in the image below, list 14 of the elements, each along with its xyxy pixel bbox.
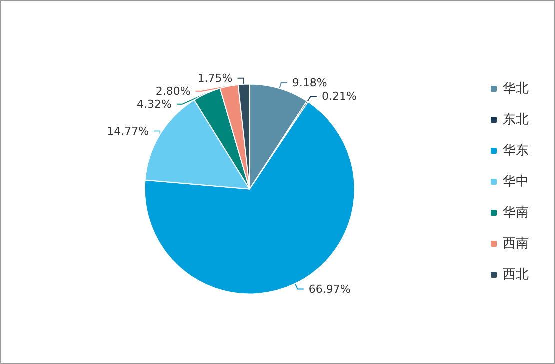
legend-label: 西北 bbox=[503, 268, 529, 282]
legend-label: 东北 bbox=[503, 112, 529, 128]
data-label: 66.97% bbox=[308, 282, 351, 296]
legend-label: 西南 bbox=[503, 236, 529, 252]
data-label: 9.18% bbox=[292, 76, 328, 90]
data-label: 0.21% bbox=[322, 90, 357, 104]
data-label: 2.80% bbox=[156, 84, 191, 98]
data-label: 4.32% bbox=[136, 98, 172, 111]
legend-label: 华北 bbox=[503, 82, 529, 96]
legend-label: 华南 bbox=[503, 206, 529, 220]
legend-label: 华东 bbox=[503, 144, 529, 158]
legend-label: 华中 bbox=[503, 174, 529, 190]
data-label: 1.75% bbox=[198, 72, 233, 85]
data-label: 14.77% bbox=[107, 124, 150, 138]
